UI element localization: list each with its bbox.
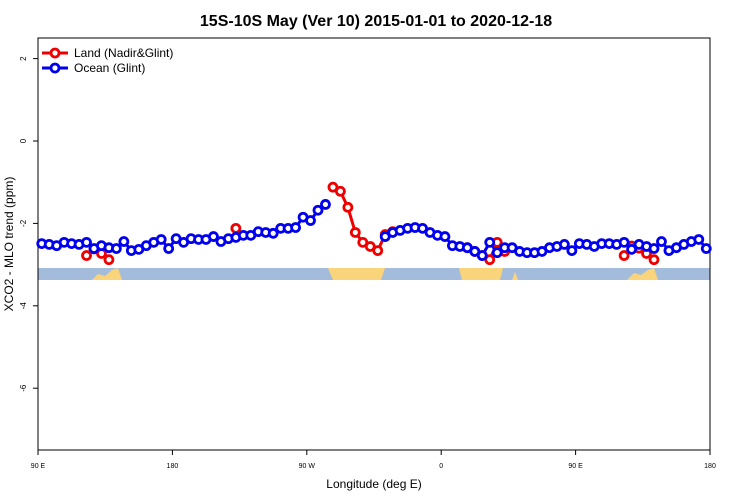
legend-item: Ocean (Glint) [42,61,145,75]
data-point [700,243,712,254]
x-tick-label: 90 E [568,463,583,470]
data-point [290,222,302,233]
data-point [312,204,324,216]
data-point [81,250,92,261]
legend-item: Land (Nadir&Glint) [42,46,173,60]
data-point [334,185,346,197]
x-tick-label: 90 E [31,463,46,470]
data-point [656,236,667,247]
data-point [618,250,630,261]
x-tick-label: 0 [439,463,443,470]
x-tick-label: 90 W [299,463,316,470]
y-tick-label: -6 [19,384,28,392]
data-point [648,254,660,266]
legend-label: Ocean (Glint) [74,61,145,75]
data-point [476,250,488,261]
data-point [118,236,130,247]
data-point [693,234,705,245]
data-point [81,236,92,248]
y-tick-label: -4 [19,302,28,310]
data-point [491,247,503,259]
y-axis-label: XCO2 - MLO trend (ppm) [2,177,16,312]
data-point [648,243,660,254]
data-point [349,227,361,238]
data-point [439,231,451,242]
legend-marker [49,47,61,59]
data-point [320,199,331,210]
land-strip [512,272,518,280]
data-point [208,231,219,242]
data-point [342,201,354,213]
data-point [566,245,578,256]
data-point [111,243,122,254]
data-point [155,234,167,245]
land-strip [459,268,503,280]
data-point [305,215,316,226]
x-axis-label: Longitude (deg E) [326,477,421,491]
data-point [103,254,115,266]
data-point [267,227,279,239]
land-ocean-strip [38,268,710,280]
y-tick-label: -2 [19,219,28,227]
chart-title: 15S-10S May (Ver 10) 2015-01-01 to 2020-… [200,13,552,30]
land-strip [92,268,122,280]
y-tick-label: 0 [19,138,28,143]
data-point [230,222,242,234]
legend-label: Land (Nadir&Glint) [74,46,173,60]
data-point [163,243,175,254]
data-point [484,236,496,248]
data-point [618,236,630,248]
data-point [372,245,384,256]
x-tick-label: 180 [704,463,716,470]
legend-marker [49,62,61,74]
land-strip [328,268,385,280]
data-point [626,243,637,255]
data-point [559,239,570,250]
land-strip [627,268,658,280]
x-tick-label: 180 [167,463,179,470]
y-tick-label: 2 [19,56,28,61]
